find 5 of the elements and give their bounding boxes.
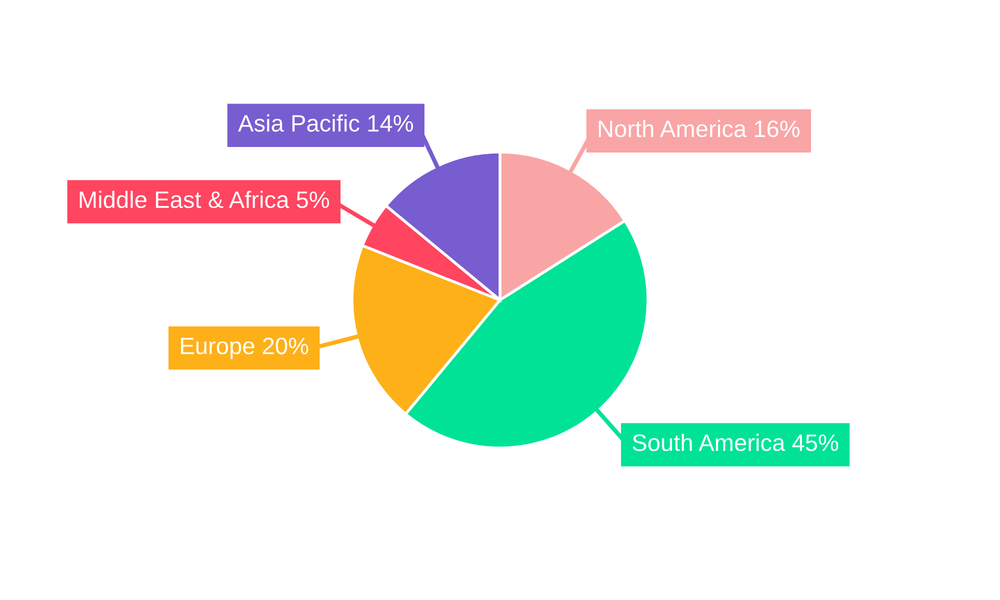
- slice-label: South America 45%: [632, 434, 838, 452]
- slice-label: Middle East & Africa 5%: [80, 190, 330, 208]
- slice-label: Asia Pacific 14%: [238, 114, 413, 132]
- slice-label: North America 16%: [598, 120, 800, 138]
- slice-label: Europe 20%: [181, 338, 308, 359]
